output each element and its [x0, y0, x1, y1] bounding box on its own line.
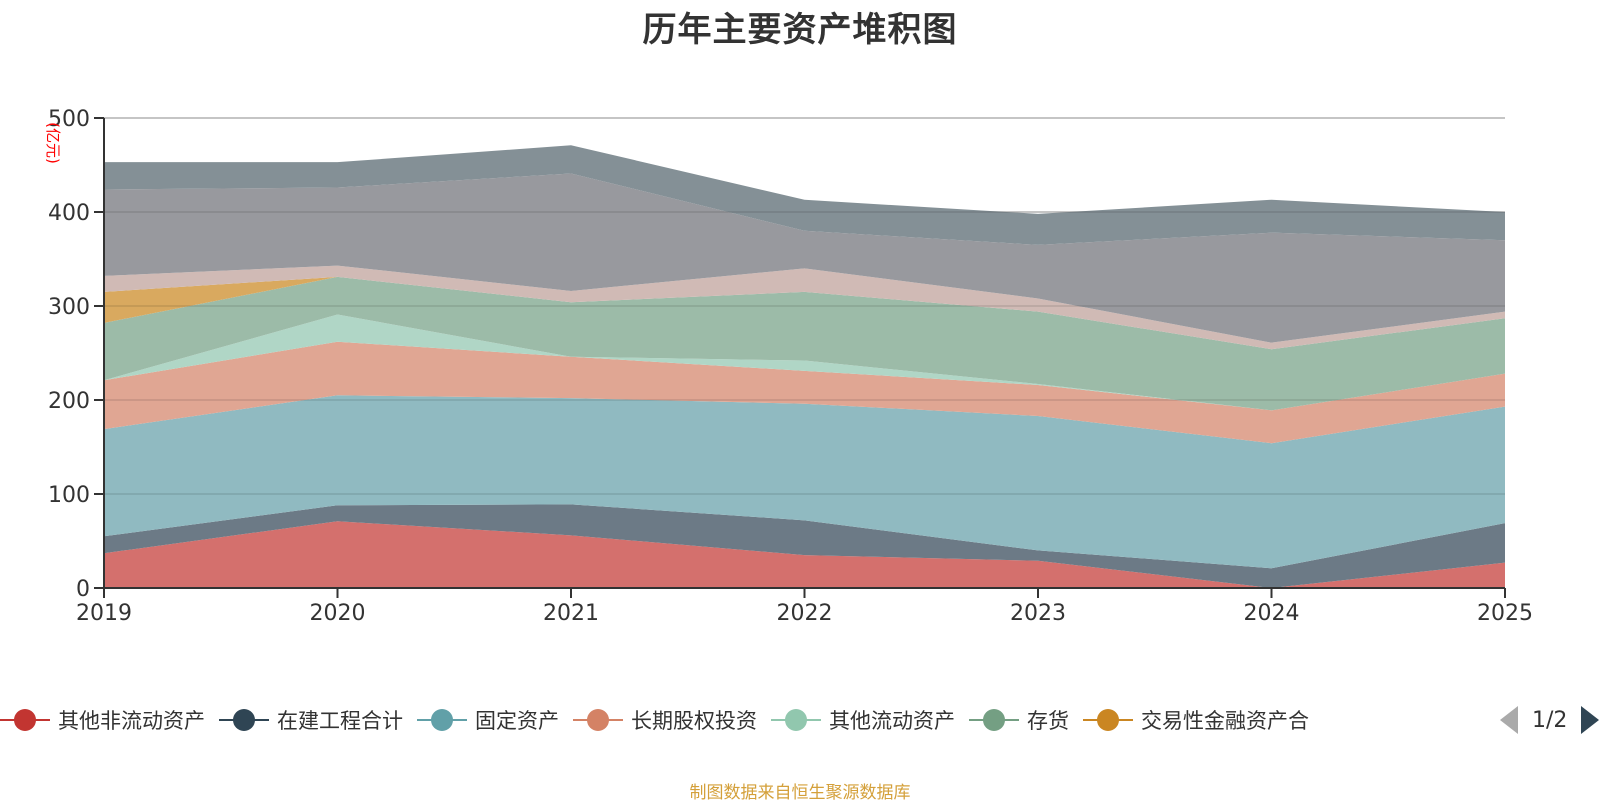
legend-circle-icon: [969, 705, 1019, 735]
legend-circle-icon: [573, 705, 623, 735]
legend-label: 其他流动资产: [829, 709, 955, 733]
legend-item[interactable]: 存货: [969, 705, 1069, 735]
area-10: [104, 145, 1505, 245]
legend-pager: 1/2: [1500, 705, 1600, 735]
axes: 0 100 200 300 400 500 2019 2020 2021 2022 2023 2024…: [48, 107, 1533, 626]
legend-item[interactable]: 其他非流动资产: [0, 705, 205, 735]
legend-circle-icon: [771, 705, 821, 735]
area-8: [104, 265, 1505, 350]
legend-label: 存货: [1027, 709, 1069, 733]
legend-item[interactable]: 交易性金融资产合: [1083, 705, 1309, 735]
area-9: [104, 173, 1505, 343]
area-5: [104, 314, 1505, 411]
x-tick-label: 2022: [777, 601, 833, 626]
area-7: [104, 276, 1505, 350]
area-4: [104, 341, 1505, 444]
legend-circle-icon: [219, 705, 269, 735]
triangle-right-icon[interactable]: [1581, 706, 1600, 734]
x-tick-label: 2019: [76, 601, 132, 626]
legend-label: 其他非流动资产: [58, 709, 205, 733]
area-3: [104, 395, 1505, 569]
chart-title: 历年主要资产堆积图: [642, 10, 958, 50]
legend-item[interactable]: 长期股权投资: [573, 705, 757, 735]
legend-label: 长期股权投资: [631, 709, 757, 733]
legend-page-indicator: 1/2: [1532, 707, 1568, 733]
area-series: [104, 117, 1505, 588]
chart-legend: 其他非流动资产 在建工程合计 固定资产 长期股权投资 其他流动资产 存货 交易性金融资产合: [0, 705, 1323, 735]
y-axis-unit-label: (亿元): [44, 122, 62, 164]
area-2: [104, 504, 1505, 588]
area-1: [104, 521, 1505, 588]
y-tick-label: 300: [48, 295, 90, 320]
x-tick-label: 2025: [1477, 601, 1533, 626]
x-tick-label: 2024: [1244, 601, 1300, 626]
legend-item[interactable]: 固定资产: [417, 705, 559, 735]
legend-circle-icon: [417, 705, 467, 735]
legend-item[interactable]: 其他流动资产: [771, 705, 955, 735]
y-tick-label: 500: [48, 107, 90, 132]
y-tick-label: 100: [48, 483, 90, 508]
legend-item[interactable]: 在建工程合计: [219, 705, 403, 735]
legend-circle-icon: [0, 705, 50, 735]
y-tick-label: 400: [48, 201, 90, 226]
y-tick-label: 0: [76, 577, 90, 602]
x-tick-label: 2021: [543, 601, 599, 626]
legend-label: 在建工程合计: [277, 709, 403, 733]
legend-label: 固定资产: [475, 709, 559, 733]
y-tick-label: 200: [48, 389, 90, 414]
triangle-left-icon[interactable]: [1500, 706, 1518, 734]
x-tick-label: 2020: [310, 601, 366, 626]
area-6: [104, 276, 1505, 411]
data-source-note: 制图数据来自恒生聚源数据库: [689, 783, 911, 803]
legend-label: 交易性金融资产合: [1141, 709, 1309, 733]
legend-circle-icon: [1083, 705, 1133, 735]
x-tick-label: 2023: [1010, 601, 1066, 626]
